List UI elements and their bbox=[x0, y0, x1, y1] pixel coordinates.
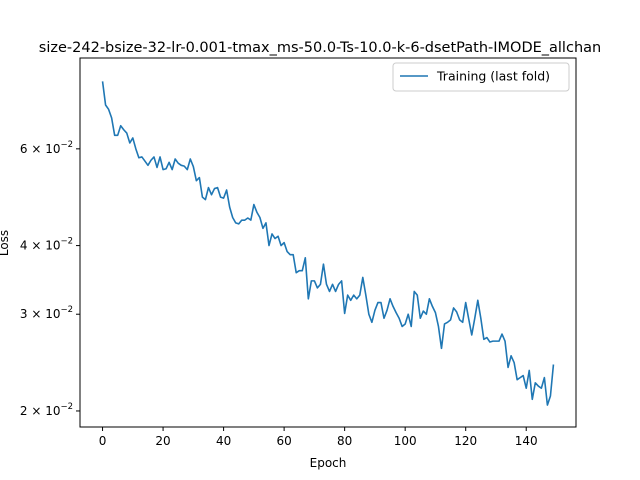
x-axis-label: Epoch bbox=[310, 456, 347, 470]
x-tick-label: 100 bbox=[394, 434, 417, 448]
x-axis: 0 20 40 60 80 100 120 140 bbox=[99, 427, 538, 448]
plot-frame bbox=[79, 57, 577, 428]
y-tick-label: 4 × 10−2 bbox=[20, 237, 73, 253]
x-tick-label: 20 bbox=[155, 434, 170, 448]
y-tick-label: 3 × 10−2 bbox=[20, 305, 73, 321]
series-line bbox=[101, 81, 555, 406]
y-axis-label: Loss bbox=[0, 230, 11, 256]
x-tick-label: 0 bbox=[99, 434, 107, 448]
x-tick-label: 60 bbox=[276, 434, 291, 448]
x-tick-label: 80 bbox=[337, 434, 352, 448]
legend-box bbox=[392, 62, 570, 92]
y-tick-label: 6 × 10−2 bbox=[20, 140, 73, 156]
legend-entry-label: Training (last fold) bbox=[436, 69, 550, 84]
x-tick-label: 120 bbox=[454, 434, 477, 448]
x-tick-label: 140 bbox=[515, 434, 538, 448]
y-axis: 2 × 10−2 3 × 10−2 4 × 10−2 6 × 10−2 bbox=[20, 140, 80, 418]
y-tick-label: 2 × 10−2 bbox=[20, 402, 73, 418]
x-tick-label: 40 bbox=[216, 434, 231, 448]
chart-title: size-242-bsize-32-lr-0.001-tmax_ms-50.0-… bbox=[39, 40, 601, 56]
legend: Training (last fold) bbox=[392, 62, 570, 92]
series-layer bbox=[101, 81, 555, 406]
